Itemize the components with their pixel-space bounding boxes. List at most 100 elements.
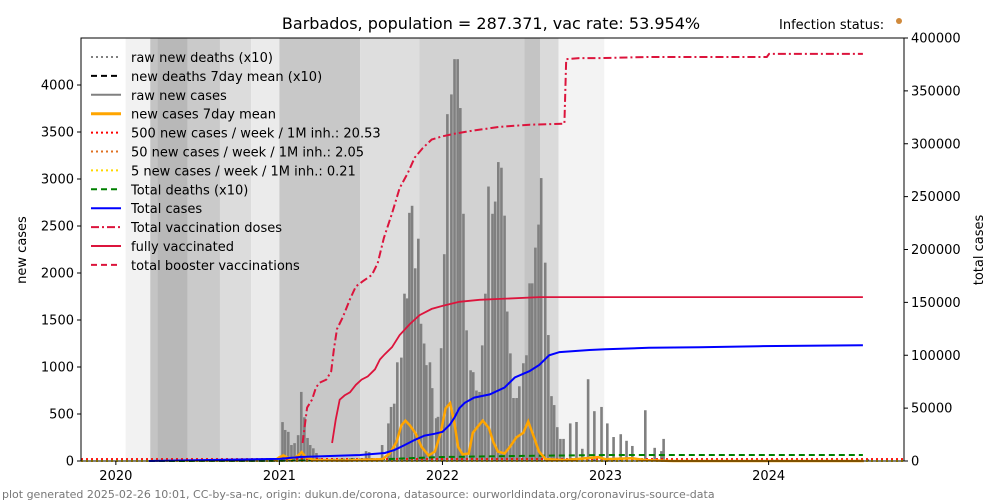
new-cases-bar: [434, 418, 438, 461]
new-cases-bar: [491, 213, 494, 461]
x-tick-label: 2022: [426, 469, 459, 484]
new-cases-bar: [389, 406, 393, 461]
new-cases-bar: [290, 445, 293, 461]
new-cases-bar: [512, 398, 515, 461]
new-cases-bar: [428, 362, 432, 461]
new-cases-bar: [475, 390, 478, 461]
new-cases-bar: [478, 391, 481, 461]
legend-entry: fully vaccinated: [131, 240, 234, 255]
y-tick-label-right: 300000: [911, 137, 961, 152]
new-cases-bar: [487, 186, 490, 461]
new-cases-bar: [306, 437, 309, 461]
y-axis-label-right: total cases: [972, 215, 987, 286]
new-cases-bar: [308, 445, 312, 461]
new-cases-bar: [606, 423, 609, 461]
infection-status-band: [150, 38, 158, 461]
new-cases-bar: [530, 283, 534, 461]
x-tick-label: 2021: [263, 469, 296, 484]
new-cases-bar: [547, 335, 550, 461]
new-cases-bar: [405, 298, 409, 461]
new-cases-bar: [408, 212, 411, 461]
new-cases-bar: [593, 411, 596, 461]
new-cases-bar: [625, 440, 628, 461]
y-tick-label-left: 1000: [41, 361, 74, 376]
new-cases-bar: [600, 406, 603, 461]
new-cases-bar: [497, 162, 500, 461]
y-tick-label-right: 200000: [911, 243, 961, 258]
y-tick-label-left: 0: [66, 455, 74, 470]
new-cases-bar: [367, 452, 371, 461]
new-cases-bar: [439, 348, 443, 461]
new-cases-bar: [644, 410, 647, 461]
new-cases-bar: [283, 429, 287, 461]
new-cases-bar: [537, 224, 540, 461]
new-cases-bar: [662, 438, 665, 461]
new-cases-bar: [509, 353, 512, 461]
new-cases-bar: [299, 391, 303, 461]
new-cases-bar: [459, 108, 462, 461]
y-tick-label-right: 150000: [911, 296, 961, 311]
y-tick-label-left: 1500: [41, 314, 74, 329]
y-tick-label-left: 3500: [41, 126, 74, 141]
new-cases-bar: [500, 167, 503, 461]
new-cases-bar: [462, 213, 465, 461]
new-cases-bar: [543, 262, 547, 461]
infection-status-band: [187, 38, 220, 461]
new-cases-bar: [539, 178, 543, 461]
new-cases-bar: [413, 268, 417, 461]
new-cases-bar: [562, 438, 565, 461]
new-cases-bar: [417, 238, 420, 461]
new-cases-bar: [364, 451, 368, 461]
new-cases-bar: [522, 363, 525, 461]
infection-status-band: [279, 38, 361, 461]
new-cases-bar: [550, 396, 553, 461]
new-cases-bar: [446, 114, 449, 461]
legend-entry: total booster vaccinations: [131, 259, 300, 274]
new-cases-bar: [612, 437, 615, 461]
new-cases-bar: [552, 405, 556, 461]
y-tick-label-right: 250000: [911, 190, 961, 205]
y-tick-label-right: 350000: [911, 84, 961, 99]
new-cases-bar: [518, 386, 521, 461]
new-cases-bar: [425, 365, 428, 461]
infection-status-band: [251, 38, 280, 461]
new-cases-bar: [392, 403, 396, 461]
new-cases-bar: [469, 370, 472, 461]
new-cases-bar: [312, 448, 315, 461]
chart-title: Barbados, population = 287.371, vac rate…: [282, 14, 700, 33]
y-tick-label-right: 50000: [911, 402, 952, 417]
new-cases-bar: [493, 201, 497, 461]
new-cases-bar: [287, 431, 290, 461]
new-cases-bar: [419, 323, 423, 461]
new-cases-bar: [568, 423, 572, 461]
new-cases-bar: [430, 388, 434, 461]
new-cases-bar: [660, 451, 663, 461]
footer-credit: plot generated 2025-02-26 10:01, CC-by-s…: [2, 488, 715, 500]
new-cases-bar: [450, 94, 453, 462]
y-tick-label-left: 2500: [41, 220, 74, 235]
infection-status-band: [558, 38, 605, 461]
legend-entry: Total cases: [130, 202, 202, 217]
infection-status-band: [219, 38, 252, 461]
infection-status-dot: [896, 18, 902, 24]
total-cases-line: [148, 344, 863, 462]
new-cases-bar: [471, 372, 475, 461]
legend-entry: new cases 7day mean: [131, 108, 276, 123]
new-cases-bar: [442, 254, 446, 461]
legend-entry: Total vaccination doses: [130, 221, 282, 236]
x-tick-label: 2024: [752, 469, 785, 484]
plot-area: 2020 2021 2022 2023 2024 0 500 1000 1500 2000 2500…: [41, 32, 961, 485]
new-cases-bar: [396, 362, 399, 461]
new-cases-bar: [410, 205, 414, 461]
new-cases-bar: [400, 357, 403, 461]
y-tick-label-right: 400000: [911, 32, 961, 47]
legend-entry: raw new deaths (x10): [131, 51, 273, 66]
y-tick-label-right: 100000: [911, 349, 961, 364]
y-tick-label-left: 3000: [41, 173, 74, 188]
new-cases-bar: [293, 443, 296, 461]
infection-status-band: [125, 38, 151, 461]
new-cases-bar: [503, 215, 506, 461]
legend-entry: Total deaths (x10): [130, 183, 248, 198]
new-cases-bar: [387, 423, 390, 461]
new-cases-bar: [631, 445, 634, 461]
